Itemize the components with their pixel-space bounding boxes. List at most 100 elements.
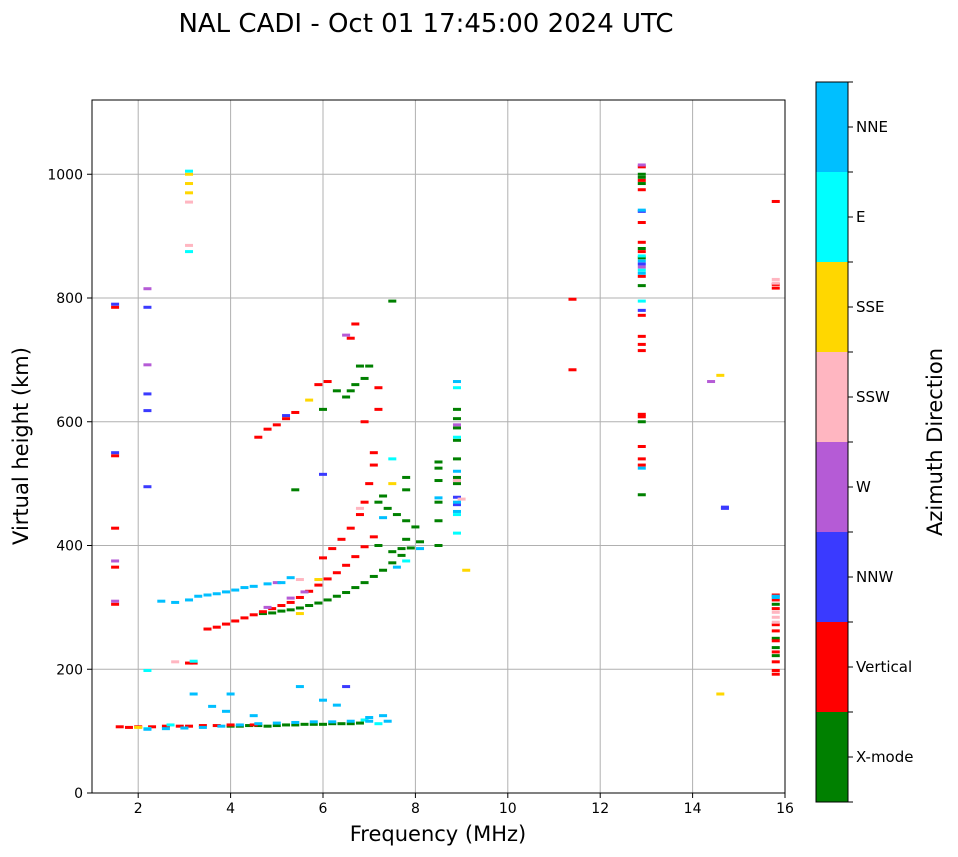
echo-point [342, 685, 351, 689]
echo-point [388, 550, 397, 554]
echo-point [771, 650, 780, 654]
echo-point [161, 727, 170, 731]
echo-point [397, 547, 406, 551]
echo-point [771, 636, 780, 640]
echo-point [319, 407, 327, 411]
echo-point [249, 613, 258, 617]
echo-point [185, 598, 194, 602]
echo-point [568, 368, 577, 372]
echo-point [286, 596, 295, 600]
echo-point [342, 563, 351, 567]
echo-point [291, 410, 300, 414]
echo-point [771, 623, 780, 627]
echo-point [383, 719, 392, 723]
echo-point [249, 714, 258, 718]
echo-point [402, 519, 411, 523]
echo-point [346, 336, 355, 340]
echo-point [212, 625, 221, 629]
echo-point [328, 722, 337, 726]
echo-point [124, 725, 133, 729]
echo-point [212, 724, 221, 728]
echo-point [258, 610, 267, 614]
echo-point [360, 500, 369, 504]
echo-point [452, 495, 461, 499]
y-tick-label: 1000 [47, 167, 83, 183]
echo-point [332, 571, 341, 575]
colorbar-swatch [816, 82, 848, 172]
echo-point [226, 723, 235, 727]
colorbar-category-label: SSE [856, 298, 885, 316]
echo-point [457, 497, 466, 501]
echo-point [452, 417, 461, 421]
echo-point [309, 720, 318, 724]
echo-point [235, 723, 244, 727]
echo-point [111, 565, 120, 569]
echo-point [143, 409, 152, 413]
echo-point [143, 287, 152, 291]
echo-point [771, 668, 780, 672]
echo-point [402, 475, 411, 479]
echo-point [240, 586, 249, 590]
echo-point [452, 435, 461, 439]
echo-point [291, 720, 300, 724]
echo-point [263, 427, 272, 431]
echo-point [637, 493, 646, 497]
echo-point [115, 725, 124, 729]
x-tick-label: 12 [591, 801, 609, 817]
colorbar-category-label: W [856, 478, 871, 496]
echo-point [452, 482, 461, 486]
echo-point [637, 271, 646, 275]
colorbar-category-label: SSW [856, 388, 890, 406]
echo-point [295, 612, 304, 616]
echo-point [309, 722, 318, 726]
echo-point [111, 451, 120, 455]
echo-point [295, 578, 304, 582]
echo-point [771, 277, 780, 281]
echo-point [272, 721, 281, 725]
colorbar-label: Azimuth Direction [923, 348, 947, 536]
echo-point [337, 537, 346, 541]
echo-point [434, 496, 443, 500]
echo-point [771, 602, 780, 606]
colorbar-category-label: Vertical [856, 658, 912, 676]
echo-point [637, 172, 646, 176]
echo-point [148, 725, 157, 729]
echo-point [355, 364, 364, 368]
echo-point [416, 547, 425, 551]
colorbar-category-label: E [856, 208, 865, 226]
echo-point [319, 472, 327, 476]
echo-point [185, 250, 194, 254]
echo-point [637, 349, 646, 353]
x-tick-label: 8 [411, 801, 420, 817]
echo-point [221, 709, 230, 713]
echo-point [221, 622, 230, 626]
series-ssw [171, 200, 780, 664]
echo-point [637, 262, 646, 266]
echo-point [342, 395, 351, 399]
echo-point [771, 281, 780, 285]
echo-point [319, 556, 327, 560]
colorbar-category-label: NNE [856, 118, 888, 136]
echo-point [185, 200, 194, 204]
echo-point [637, 274, 646, 278]
echo-point [637, 163, 646, 167]
echo-point [314, 383, 323, 387]
echo-point [771, 629, 780, 633]
echo-point [268, 607, 277, 611]
echo-point [452, 457, 461, 461]
echo-point [388, 457, 397, 461]
echo-point [452, 513, 461, 517]
echo-point [402, 537, 411, 541]
echo-point [771, 199, 780, 203]
echo-point [111, 302, 120, 306]
echo-point [771, 646, 780, 650]
echo-point [637, 259, 646, 263]
echo-point [452, 469, 461, 473]
echo-point [305, 604, 314, 608]
echo-point [434, 466, 443, 470]
echo-point [637, 208, 646, 212]
echo-point [111, 454, 120, 458]
echo-point [351, 555, 360, 559]
echo-point [300, 590, 309, 594]
